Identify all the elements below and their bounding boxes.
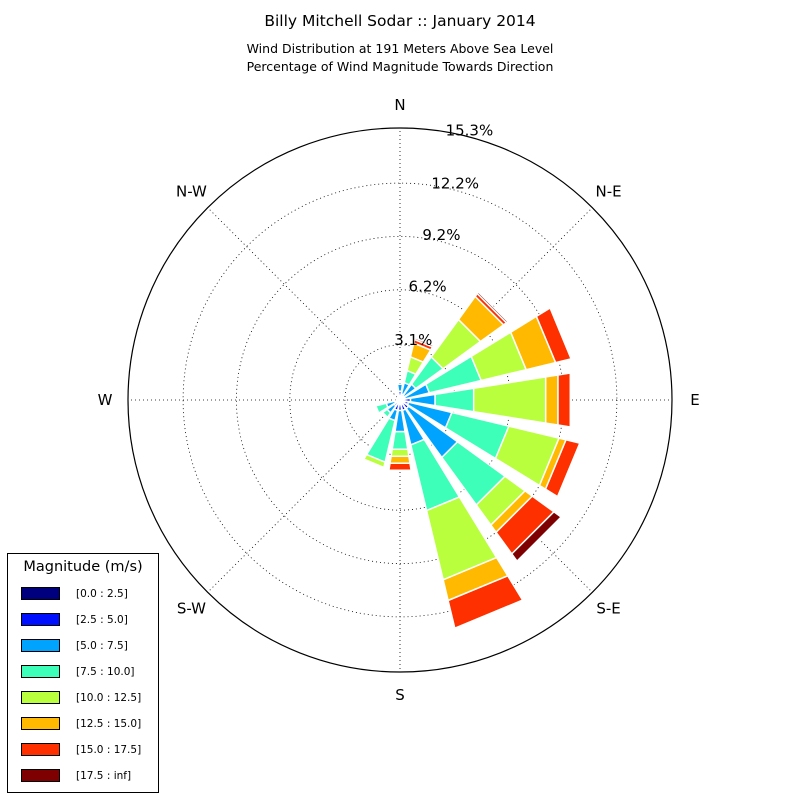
circular-gridline [182,182,618,618]
radial-tick-label: 15.3% [446,121,494,139]
legend-item: [0.0 : 2.5] [21,587,156,603]
direction-label: E [690,391,699,409]
legend-item: [10.0 : 12.5] [21,691,156,707]
sector-segment [374,402,389,415]
sector-segment [381,408,392,419]
legend-swatch [21,743,60,756]
sector-segment [413,336,435,348]
sector-segment [362,453,386,469]
legend-swatch [21,639,60,652]
legend-label: [17.5 : inf] [76,770,132,782]
legend-swatch [21,691,60,704]
chart-subtitle-line-1: Wind Distribution at 191 Meters Above Se… [246,41,554,56]
radial-tick-label: 9.2% [422,226,460,244]
legend-swatch [21,717,60,730]
direction-label: N-E [596,182,622,200]
legend-label: [15.0 : 17.5] [76,744,142,756]
sector-segment [434,387,475,413]
sector-segment [391,430,409,450]
legend: Magnitude (m/s) [0.0 : 2.5] [2.5 : 5.0] … [7,553,159,793]
legend-item: [2.5 : 5.0] [21,613,156,629]
legend-label: [10.0 : 12.5] [76,692,142,704]
sector-segment [476,290,510,324]
legend-title: Magnitude (m/s) [23,559,143,575]
radial-gridline [207,399,401,593]
legend-label: [5.0 : 7.5] [76,640,128,652]
legend-swatch [21,769,60,782]
radial-tick-label: 6.2% [409,278,447,296]
direction-label: S [395,686,405,704]
legend-item: [5.0 : 7.5] [21,639,156,655]
sector-segment [396,383,404,392]
legend-swatch [21,665,60,678]
radial-gridline [207,207,401,401]
sector-segment [472,376,547,424]
sector-segment [557,372,572,428]
sector-segment [510,510,563,563]
chart-title: Billy Mitchell Sodar :: January 2014 [264,12,536,30]
direction-label: S-W [177,600,206,618]
legend-item: [12.5 : 15.0] [21,717,156,733]
sector-segment [388,462,412,471]
polar-frame [127,127,673,673]
sector-segment [395,398,399,402]
sector-segment [397,395,401,401]
legend-label: [7.5 : 10.0] [76,666,135,678]
sector-segment [535,306,573,364]
radial-tick-label: 3.1% [394,331,432,349]
direction-label: N [394,96,405,114]
sector-segment [447,574,524,630]
radial-tick-label: 12.2% [431,175,479,193]
polar-labels: 3.1% 6.2% 9.2% 12.2% 15.3% N N-E E S-E S S-W W N-W [98,96,700,704]
direction-label: S-E [596,600,620,618]
legend-label: [12.5 : 15.0] [76,718,142,730]
legend-item: [7.5 : 10.0] [21,665,156,681]
direction-label: N-W [176,182,207,200]
wind-sectors [362,290,581,630]
sector-segment [390,448,410,457]
sector-segment [389,455,411,464]
sector-segment [544,374,559,426]
legend-label: [2.5 : 5.0] [76,614,128,626]
chart-subtitle-line-2: Percentage of Wind Magnitude Towards Dir… [246,59,554,74]
legend-swatch [21,613,60,626]
legend-swatch [21,587,60,600]
legend-item: [15.0 : 17.5] [21,743,156,759]
sector-segment [544,438,581,498]
direction-label: W [98,391,113,409]
legend-label: [0.0 : 2.5] [76,588,128,600]
legend-item: [17.5 : inf] [21,769,156,785]
